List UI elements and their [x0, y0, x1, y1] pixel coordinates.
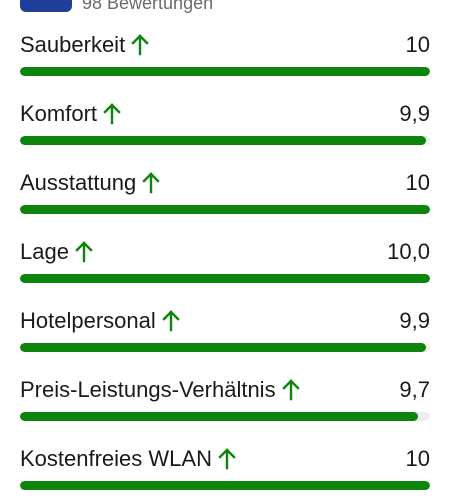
rating-label-group: Komfort: [20, 99, 122, 129]
rating-progress-fill: [20, 67, 430, 76]
rating-score: 9,7: [399, 377, 430, 402]
rating-row: Lage 10,0: [20, 237, 430, 297]
review-summary-header: 98 Bewertungen: [0, 0, 450, 14]
rating-progress-fill: [20, 343, 426, 352]
rating-score: 10,0: [387, 239, 430, 264]
rating-category-label: Lage: [20, 239, 69, 264]
rating-progress-track: [20, 67, 430, 76]
arrow-up-icon: [162, 310, 180, 332]
rating-progress-fill: [20, 481, 430, 490]
rating-label-line: Preis-Leistungs-Verhältnis 9,7: [20, 375, 430, 405]
rating-label-line: Lage 10,0: [20, 237, 430, 267]
rating-label-group: Ausstattung: [20, 168, 161, 198]
rating-label-group: Hotelpersonal: [20, 306, 181, 336]
rating-category-label: Sauberkeit: [20, 32, 126, 57]
rating-progress-track: [20, 412, 430, 421]
rating-score: 9,9: [399, 101, 430, 126]
rating-progress-track: [20, 274, 430, 283]
arrow-up-icon: [218, 448, 236, 470]
rating-progress-track: [20, 481, 430, 490]
arrow-up-icon: [142, 172, 160, 194]
rating-progress-fill: [20, 274, 430, 283]
rating-row: Kostenfreies WLAN 10: [20, 444, 430, 504]
rating-score: 10: [405, 446, 430, 471]
rating-score: 9,9: [399, 308, 430, 333]
rating-category-label: Preis-Leistungs-Verhältnis: [20, 377, 276, 402]
rating-label-group: Sauberkeit: [20, 30, 150, 60]
rating-row: Ausstattung 10: [20, 168, 430, 228]
rating-label-group: Lage: [20, 237, 94, 267]
rating-label-line: Ausstattung 10: [20, 168, 430, 198]
review-count: 98 Bewertungen: [82, 0, 214, 13]
arrow-up-icon: [281, 379, 300, 401]
rating-label-line: Kostenfreies WLAN 10: [20, 444, 430, 474]
rating-progress-fill: [20, 205, 430, 214]
rating-category-label: Hotelpersonal: [20, 308, 156, 333]
rating-progress-track: [20, 205, 430, 214]
rating-label-group: Kostenfreies WLAN: [20, 444, 237, 474]
rating-label-group: Preis-Leistungs-Verhältnis: [20, 375, 301, 405]
rating-progress-fill: [20, 412, 418, 421]
rating-label-line: Hotelpersonal 9,9: [20, 306, 430, 336]
rating-row: Komfort 9,9: [20, 99, 430, 159]
arrow-up-icon: [103, 103, 121, 125]
rating-score: 10: [405, 170, 430, 195]
rating-progress-track: [20, 343, 430, 352]
rating-row: Hotelpersonal 9,9: [20, 306, 430, 366]
arrow-up-icon: [131, 34, 149, 56]
rating-label-line: Sauberkeit 10: [20, 30, 430, 60]
rating-category-label: Ausstattung: [20, 170, 137, 195]
score-badge: [20, 0, 72, 12]
rating-row: Sauberkeit 10: [20, 30, 430, 90]
arrow-up-icon: [75, 241, 93, 263]
rating-progress-fill: [20, 136, 426, 145]
rating-category-label: Komfort: [20, 101, 98, 126]
rating-progress-track: [20, 136, 430, 145]
rating-label-line: Komfort 9,9: [20, 99, 430, 129]
rating-score: 10: [405, 32, 430, 57]
rating-row: Preis-Leistungs-Verhältnis 9,7: [20, 375, 430, 435]
rating-category-label: Kostenfreies WLAN: [20, 446, 212, 471]
